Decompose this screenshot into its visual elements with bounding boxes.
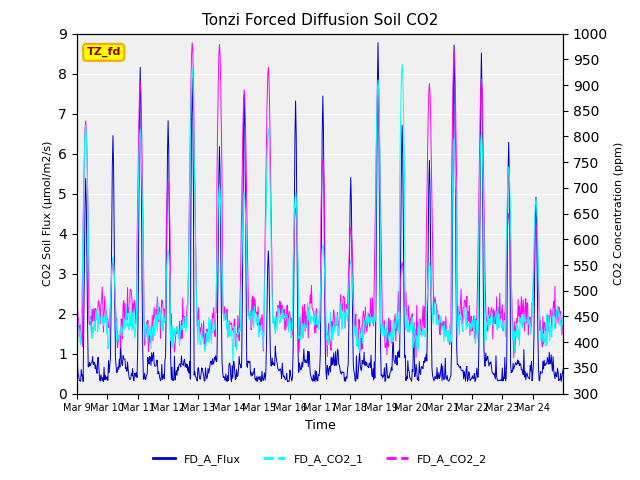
Legend: FD_A_Flux, FD_A_CO2_1, FD_A_CO2_2: FD_A_Flux, FD_A_CO2_1, FD_A_CO2_2 [148,450,492,469]
Y-axis label: CO2 Soil Flux (μmol/m2/s): CO2 Soil Flux (μmol/m2/s) [43,141,52,286]
Title: Tonzi Forced Diffusion Soil CO2: Tonzi Forced Diffusion Soil CO2 [202,13,438,28]
Text: TZ_fd: TZ_fd [86,47,121,58]
Y-axis label: CO2 Concentration (ppm): CO2 Concentration (ppm) [614,142,623,285]
X-axis label: Time: Time [305,419,335,432]
